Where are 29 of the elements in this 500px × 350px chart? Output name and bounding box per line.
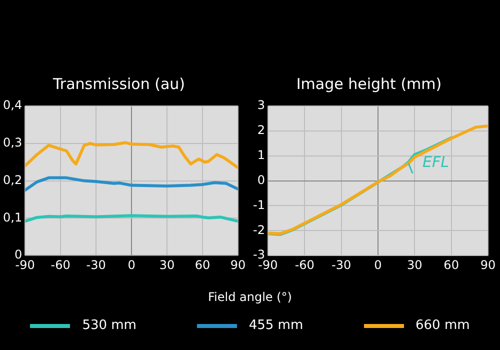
legend-label: 660 mm bbox=[416, 318, 470, 333]
x-tick-label: 90 bbox=[480, 258, 496, 272]
y-tick-label: 0 bbox=[257, 172, 265, 187]
y-tick-label: 1 bbox=[257, 148, 265, 162]
y-tick-label: 0,3 bbox=[2, 136, 22, 150]
x-tick-label: 60 bbox=[444, 258, 459, 272]
y-tick-label: -1 bbox=[252, 198, 265, 212]
x-tick-label: 0 bbox=[374, 258, 382, 272]
y-tick-label: 0,1 bbox=[2, 210, 22, 224]
x-tick-label: 30 bbox=[407, 258, 422, 272]
y-tick-label: 2 bbox=[257, 123, 265, 138]
x-tick-label: 90 bbox=[230, 258, 246, 272]
x-tick-label: -60 bbox=[294, 258, 314, 272]
y-tick-label: -2 bbox=[252, 222, 265, 237]
legend-label: 455 mm bbox=[248, 318, 304, 333]
y-tick-label: 0,2 bbox=[2, 172, 22, 187]
x-tick-label: 30 bbox=[159, 258, 175, 272]
chart-title: Transmission (au) bbox=[52, 74, 186, 93]
x-tick-label: -30 bbox=[332, 258, 352, 272]
x-tick-label: -30 bbox=[86, 258, 106, 272]
y-tick-label: 0,4 bbox=[2, 98, 22, 112]
chart-title: Image height (mm) bbox=[296, 74, 442, 93]
y-tick-label: 3 bbox=[257, 98, 265, 112]
x-axis-title: Field angle (°) bbox=[207, 290, 293, 304]
x-tick-label: 0 bbox=[128, 258, 136, 272]
legend-label: 530 mm bbox=[82, 318, 136, 333]
x-tick-label: 60 bbox=[194, 258, 210, 272]
annotation: EFL bbox=[422, 153, 450, 172]
x-tick-label: -60 bbox=[50, 258, 70, 272]
